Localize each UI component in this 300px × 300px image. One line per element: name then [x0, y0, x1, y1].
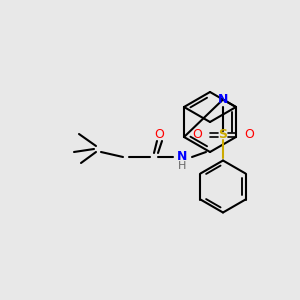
Text: O: O: [154, 128, 164, 142]
Text: O: O: [192, 128, 202, 141]
Text: N: N: [218, 93, 228, 106]
Text: S: S: [218, 128, 227, 141]
Text: H: H: [178, 161, 186, 171]
Text: O: O: [244, 128, 254, 141]
Text: N: N: [177, 151, 187, 164]
